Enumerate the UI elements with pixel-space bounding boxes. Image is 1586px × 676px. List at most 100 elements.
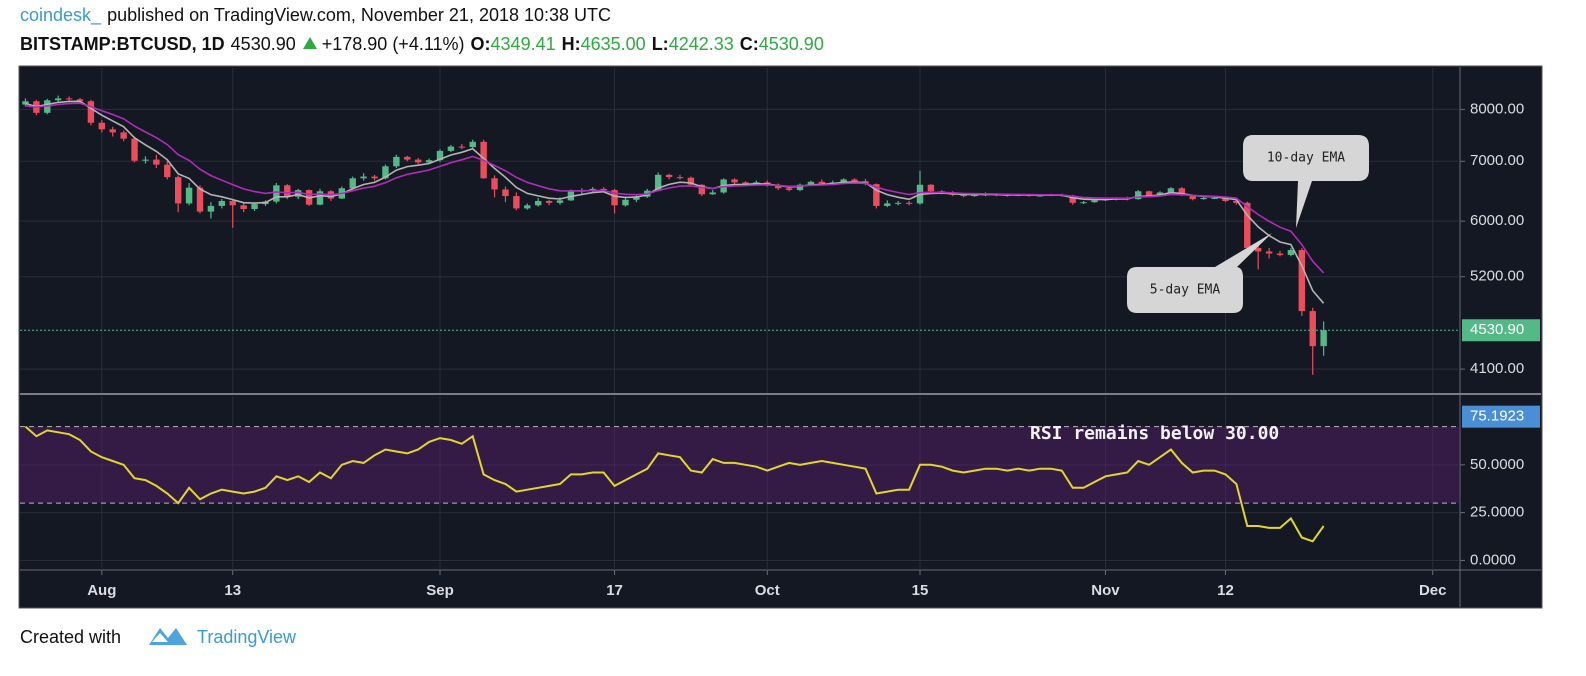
candle-body [284, 185, 291, 197]
x-tick-label: 15 [912, 582, 929, 599]
candle-body [894, 202, 902, 204]
ema-line [25, 102, 1325, 274]
x-tick-label: Aug [87, 582, 116, 599]
candle-body [447, 146, 455, 151]
candle-body [1309, 311, 1316, 347]
candle-body [676, 177, 684, 179]
candle-body [633, 196, 640, 200]
callout-text: 5-day EMA [1150, 283, 1221, 298]
candle-body [502, 189, 509, 197]
up-arrow [302, 37, 317, 49]
change: +178.90 (+4.11%) [321, 34, 465, 54]
candle-body [251, 204, 258, 210]
candle-body [1145, 191, 1153, 196]
candle-body [513, 196, 520, 209]
y-tick-label: 50.0000 [1470, 456, 1524, 473]
ohlc-value: 4242.33 [668, 34, 734, 54]
candle-body [960, 194, 967, 197]
candle-body [665, 174, 673, 178]
candle-body [905, 202, 913, 204]
rsi-annotation: RSI remains below 30.00 [1030, 423, 1279, 444]
ohlc-value: 4349.41 [490, 34, 556, 54]
callout-box [1127, 233, 1272, 313]
candle-body [349, 178, 356, 189]
candle-body [1189, 195, 1196, 200]
candle-body [971, 194, 978, 197]
candle-body [1211, 197, 1218, 199]
candle-body [109, 129, 116, 133]
callout-10-day: 10-day EMA [1243, 135, 1369, 228]
footer-created: Created with [20, 627, 121, 647]
candle-body [414, 159, 422, 163]
candle-body [371, 176, 378, 179]
candle-body [229, 200, 236, 206]
candle-body [294, 190, 302, 197]
candle-body [534, 200, 542, 206]
candle-body [87, 101, 95, 123]
candle-body [884, 203, 891, 206]
candle-body [851, 179, 858, 182]
callout-box [1243, 135, 1369, 228]
x-tick-label: Nov [1091, 582, 1120, 599]
candle-body [218, 200, 226, 206]
candle-body [196, 187, 204, 212]
candle-body [611, 190, 618, 206]
candle-body [1287, 250, 1295, 255]
x-tick-label: 17 [606, 582, 623, 599]
candle-body [1254, 247, 1262, 252]
y-tick-label: 25.0000 [1470, 504, 1524, 521]
candle-body [1222, 197, 1229, 201]
candle-body [622, 199, 629, 206]
candle-body [524, 205, 531, 209]
candle-body [360, 176, 367, 179]
candle-body [491, 178, 498, 190]
candle-body [382, 166, 389, 179]
candle-body [796, 184, 804, 191]
candle-body [1233, 200, 1240, 203]
price: 4530.90 [230, 34, 296, 54]
candle-body [840, 179, 847, 183]
candle-body [687, 177, 695, 185]
candle-body [316, 191, 324, 205]
candle-body [709, 192, 716, 195]
candle-body [458, 146, 466, 148]
callout-5-day: 5-day EMA [1127, 233, 1272, 313]
candle-body [1069, 195, 1076, 203]
candle-body [1167, 188, 1175, 193]
ohlc: O:4349.41 H:4635.00 L:4242.33 C:4530.90 [471, 34, 830, 54]
candle-body [185, 187, 193, 204]
candle-body [1298, 250, 1306, 312]
candle-body [774, 184, 782, 189]
candle-body [142, 159, 149, 161]
x-tick-label: Dec [1419, 582, 1447, 599]
candle-body [1091, 200, 1098, 203]
ohlc-label: L: [651, 34, 669, 54]
candle-body [174, 177, 182, 204]
candle-body [1244, 202, 1251, 248]
candle-body [273, 185, 280, 202]
candle-body [1134, 191, 1142, 200]
tradingview-logo [149, 628, 187, 645]
candle-body [1156, 192, 1164, 196]
header-line-1: coindesk_ published on TradingView.com, N… [20, 5, 617, 26]
candle-body [654, 174, 662, 191]
candle-body [818, 181, 826, 184]
source: coindesk_ [20, 5, 102, 25]
published: published on TradingView.com, November 2… [107, 5, 612, 25]
candle-body [131, 138, 138, 161]
x-tick-label: 12 [1217, 582, 1234, 599]
candle-body [731, 179, 738, 183]
candle-body [164, 164, 171, 178]
y-tick-label: 0.0000 [1470, 551, 1516, 568]
y-tick-label: 4100.00 [1470, 360, 1524, 377]
plot: Aug 13 Sep 17 Oct 15 Nov 12 Dec 4100.00 5200.00 600… [20, 68, 1540, 599]
candle-body [1080, 202, 1087, 204]
candle-body [76, 99, 84, 102]
ohlc-value: 4530.90 [758, 34, 824, 54]
callout-text: 10-day EMA [1267, 151, 1345, 166]
ohlc-label: C: [739, 34, 759, 54]
candle-body [742, 182, 749, 185]
candle-body [1276, 253, 1284, 255]
